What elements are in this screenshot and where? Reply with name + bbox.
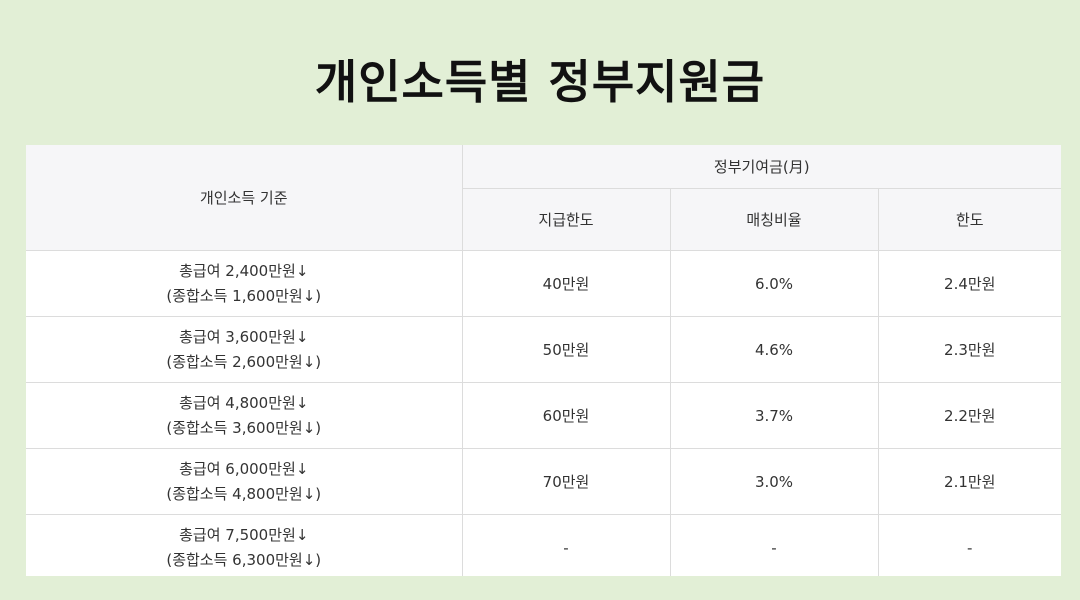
cap-cell: 2.2만원 — [877, 382, 1061, 449]
header-matching-ratio: 매칭비율 — [669, 188, 879, 251]
payment-limit-cell: 60만원 — [461, 382, 671, 449]
salary-text: 총급여 2,400만원↓ — [179, 261, 309, 280]
payment-limit-cell: 40만원 — [461, 250, 671, 317]
income-cell: 총급여 6,000만원↓ (종합소득 4,800만원↓) — [26, 448, 463, 515]
matching-ratio-cell: - — [669, 514, 879, 576]
matching-ratio-cell: 3.0% — [669, 448, 879, 515]
cap-cell: 2.4만원 — [877, 250, 1061, 317]
combined-income-text: (종합소득 2,600만원↓) — [166, 352, 322, 371]
table-row: 총급여 3,600만원↓ (종합소득 2,600만원↓) 50만원 4.6% 2… — [26, 316, 1061, 383]
table-row: 총급여 7,500만원↓ (종합소득 6,300만원↓) - - - — [26, 514, 1061, 576]
table-row: 총급여 4,800만원↓ (종합소득 3,600만원↓) 60만원 3.7% 2… — [26, 382, 1061, 449]
page-title: 개인소득별 정부지원금 — [314, 55, 766, 109]
header-payment-limit: 지급한도 — [462, 188, 671, 251]
payment-limit-cell: 50만원 — [461, 316, 671, 383]
header-gov-contribution: 정부기여금(月) — [461, 145, 1061, 189]
combined-income-text: (종합소득 3,600만원↓) — [166, 418, 322, 437]
payment-limit-cell: 70만원 — [461, 448, 671, 515]
income-cell: 총급여 4,800만원↓ (종합소득 3,600만원↓) — [26, 382, 463, 449]
matching-ratio-cell: 6.0% — [669, 250, 879, 317]
subsidy-table-container: 개인소득 기준 정부기여금(月) 지급한도 매칭비율 한도 총급여 2,400만… — [26, 145, 1061, 576]
salary-text: 총급여 3,600만원↓ — [179, 327, 309, 346]
header-row: 개인소득 기준 정부기여금(月) — [26, 145, 1061, 251]
cap-cell: 2.1만원 — [877, 448, 1061, 515]
table-row: 총급여 2,400만원↓ (종합소득 1,600만원↓) 40만원 6.0% 2… — [26, 250, 1061, 317]
table-row: 총급여 6,000만원↓ (종합소득 4,800만원↓) 70만원 3.0% 2… — [26, 448, 1061, 515]
table-body: 총급여 2,400만원↓ (종합소득 1,600만원↓) 40만원 6.0% 2… — [26, 250, 1061, 576]
table-header: 개인소득 기준 정부기여금(月) 지급한도 매칭비율 한도 — [26, 145, 1061, 251]
matching-ratio-cell: 4.6% — [669, 316, 879, 383]
income-cell: 총급여 2,400만원↓ (종합소득 1,600만원↓) — [26, 250, 463, 317]
salary-text: 총급여 4,800만원↓ — [179, 393, 309, 412]
salary-text: 총급여 7,500만원↓ — [179, 525, 309, 544]
cap-cell: 2.3만원 — [877, 316, 1061, 383]
subsidy-table: 개인소득 기준 정부기여금(月) 지급한도 매칭비율 한도 총급여 2,400만… — [26, 145, 1061, 576]
payment-limit-cell: - — [461, 514, 671, 576]
matching-ratio-cell: 3.7% — [669, 382, 879, 449]
combined-income-text: (종합소득 1,600만원↓) — [166, 286, 322, 305]
salary-text: 총급여 6,000만원↓ — [179, 459, 309, 478]
cap-cell: - — [877, 514, 1061, 576]
header-income-basis: 개인소득 기준 — [26, 145, 463, 251]
income-cell: 총급여 3,600만원↓ (종합소득 2,600만원↓) — [26, 316, 463, 383]
header-cap: 한도 — [877, 188, 1061, 251]
income-cell: 총급여 7,500만원↓ (종합소득 6,300만원↓) — [26, 514, 463, 576]
combined-income-text: (종합소득 6,300만원↓) — [166, 550, 322, 569]
combined-income-text: (종합소득 4,800만원↓) — [166, 484, 322, 503]
